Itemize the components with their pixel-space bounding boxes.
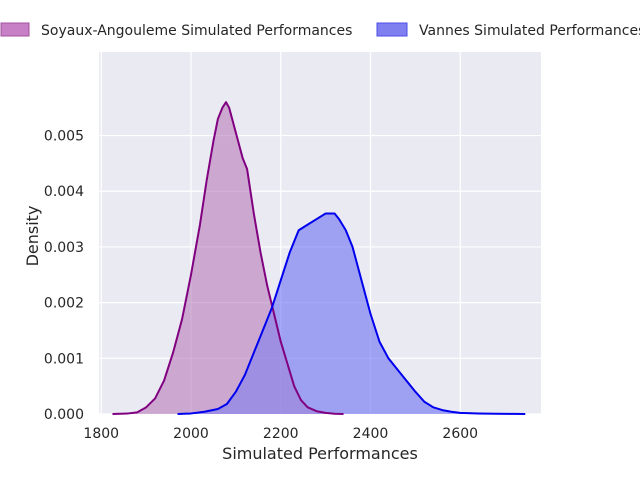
x-tick-label: 2200 xyxy=(263,426,299,442)
x-tick-label: 2400 xyxy=(353,426,389,442)
density-fill-vannes xyxy=(177,213,526,414)
y-tick-label: 0.002 xyxy=(44,296,84,312)
legend-swatch-vannes xyxy=(376,22,408,37)
y-tick-label: 0.004 xyxy=(44,184,84,200)
density-line-soyaux xyxy=(112,101,344,415)
x-tick-label: 2600 xyxy=(442,426,478,442)
y-tick-label: 0.001 xyxy=(44,351,84,367)
density-tint-soyaux xyxy=(112,102,344,415)
series-layer xyxy=(112,101,526,415)
legend-swatch-soyaux xyxy=(0,22,30,37)
legend-label-soyaux: Soyaux-Angouleme Simulated Performances xyxy=(41,23,352,39)
y-tick-label: 0.003 xyxy=(44,240,84,256)
density-fill-soyaux xyxy=(112,102,344,415)
y-tick-label: 0.005 xyxy=(44,129,84,145)
legend-label-vannes: Vannes Simulated Performances xyxy=(419,23,640,39)
y-tick-label: 0.000 xyxy=(44,407,84,423)
legend: Soyaux-Angouleme Simulated Performances … xyxy=(0,22,640,39)
tick-labels: 1800 2000 2200 2400 2600 0.000 0.001 0.002 0.003… xyxy=(44,129,478,442)
y-axis-label: Density xyxy=(23,206,42,267)
density-line-vannes xyxy=(177,212,526,415)
x-tick-label: 1800 xyxy=(83,426,119,442)
x-axis-label: Simulated Performances xyxy=(222,444,418,463)
density-tint-vannes xyxy=(177,213,526,414)
x-tick-label: 2000 xyxy=(173,426,209,442)
grid-lines xyxy=(99,52,541,415)
